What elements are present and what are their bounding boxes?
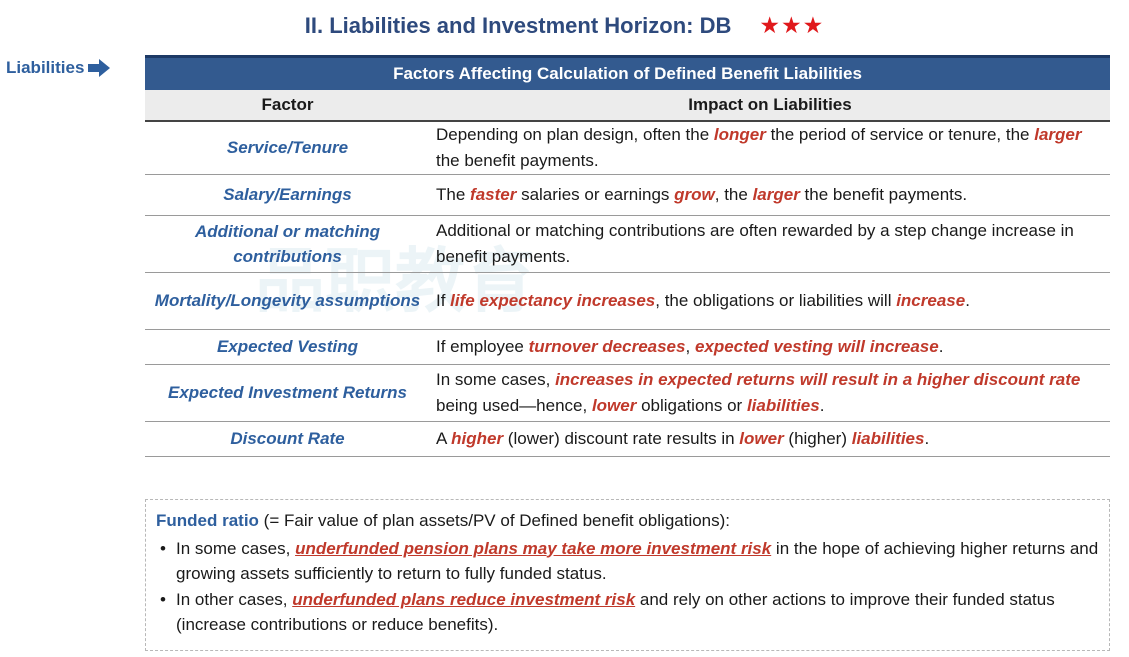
impact-highlight: liabilities [746,396,820,415]
table-row: Salary/Earnings The faster salaries or ea… [145,175,1110,216]
impact-text: (lower) discount rate results in [503,428,740,448]
impact-text-block: Additional or matching contributions are… [436,218,1104,271]
arrow-right-icon [88,59,111,77]
impact-text: obligations or [636,396,747,415]
impact-text: . [965,290,970,310]
impact-text: The [436,184,471,204]
note-bullet: In some cases, underfunded pension plans… [160,536,1099,587]
impact-highlight: turnover decreases [528,336,686,356]
impact-text: the benefit payments. [436,151,599,170]
impact-text-block: Depending on plan design, often the long… [436,122,1104,175]
impact-text: Additional or matching contributions are… [436,220,1074,266]
bullet-text: and rely on other actions to improve the… [176,589,1055,635]
impact-text-block: If life expectancy increases, the obliga… [436,288,970,314]
impact-text: , [685,336,695,356]
impact-highlight: larger [752,184,800,204]
impact-text: the benefit payments. [799,184,968,204]
impact-cell: A higher (lower) discount rate results i… [430,422,1110,456]
bullet-highlight: underfunded plans reduce investment risk [292,589,636,609]
impact-text: salaries or earnings [516,184,675,204]
impact-cell: If employee turnover decreases, expected… [430,330,1110,364]
impact-highlight: lower [739,428,784,448]
impact-highlight: liabilities [851,428,925,448]
bullet-text: in the hope of achieving higher returns … [176,538,1099,584]
funded-ratio-note: Funded ratio (= Fair value of plan asset… [145,499,1110,651]
impact-highlight: increases in expected returns will resul… [555,369,1081,389]
factor-cell: Expected Investment Returns [167,383,407,403]
impact-text: , the obligations or liabilities will [655,290,897,310]
note-bullet: In other cases, underfunded plans reduce… [160,587,1099,638]
impact-text: . [819,396,825,415]
impact-highlight: grow [674,184,715,204]
impact-cell: Depending on plan design, often the long… [430,122,1110,174]
impact-text: (higher) [783,428,852,448]
impact-text: the period of service or tenure, the [765,124,1035,144]
impact-text: . [924,428,930,448]
difficulty-stars: ★★★ [759,12,825,38]
impact-text-block: In some cases, increases in expected ret… [436,367,1104,420]
page-title: II. Liabilities and Investment Horizon: … [0,12,1129,39]
impact-cell: The faster salaries or earnings grow, th… [430,175,1110,215]
col-impact-header: Impact on Liabilities [688,95,852,114]
impact-text-block: A higher (lower) discount rate results i… [436,426,929,452]
table-row: Mortality/Longevity assumptions If life e… [145,273,1110,330]
factor-cell: Salary/Earnings [223,185,352,205]
impact-highlight: lower [591,396,637,415]
impact-text: In some cases, [436,369,556,389]
table-row: Expected Investment Returns In some cases… [145,365,1110,422]
table-row: Additional or matching contributions Addi… [145,216,1110,273]
impact-text: Depending on plan design, often the [436,124,714,144]
table-body: Service/Tenure Depending on plan design, … [145,122,1110,457]
impact-highlight: increase [896,290,966,310]
title-text: II. Liabilities and Investment Horizon: … [304,13,732,38]
impact-highlight: larger [1034,124,1082,144]
factors-table: Factors Affecting Calculation of Defined… [145,55,1110,457]
table-row: Expected Vesting If employee turnover dec… [145,330,1110,365]
factor-cell: Mortality/Longevity assumptions [154,291,421,311]
column-headers: Factor Impact on Liabilities [145,90,1110,122]
factor-cell: Discount Rate [230,429,345,449]
side-label: Liabilities [6,58,111,78]
impact-text: If [436,290,451,310]
impact-highlight: expected vesting will increase [694,336,939,356]
impact-cell: If life expectancy increases, the obliga… [430,273,1110,329]
impact-text: A [436,428,452,448]
note-bullets: In some cases, underfunded pension plans… [156,536,1099,638]
impact-highlight: higher [451,428,504,448]
table-row: Service/Tenure Depending on plan design, … [145,122,1110,175]
impact-cell: In some cases, increases in expected ret… [430,365,1110,421]
impact-cell: Additional or matching contributions are… [430,216,1110,272]
note-lead-rest: (= Fair value of plan assets/PV of Defin… [258,511,731,530]
bullet-highlight: underfunded pension plans may take more … [295,538,772,558]
impact-highlight: faster [470,184,517,204]
impact-text: . [938,336,944,356]
impact-text: If employee [436,336,529,356]
factor-cell: Service/Tenure [226,138,349,158]
table-header: Factors Affecting Calculation of Defined… [145,55,1110,90]
bullet-text: In some cases, [176,538,296,558]
factor-cell: Additional or matching contributions [194,221,381,267]
impact-highlight: longer [713,124,766,144]
table-row: Discount Rate A higher (lower) discount r… [145,422,1110,457]
note-lead-line: Funded ratio (= Fair value of plan asset… [156,508,1099,534]
impact-text: , the [714,184,753,204]
impact-text: being used—hence, [436,396,592,415]
impact-text-block: If employee turnover decreases, expected… [436,334,943,360]
factor-cell: Expected Vesting [216,337,359,357]
col-factor-header: Factor [261,95,314,114]
impact-highlight: life expectancy increases [450,290,656,310]
bullet-text: In other cases, [176,589,293,609]
impact-text-block: The faster salaries or earnings grow, th… [436,182,967,208]
note-lead: Funded ratio [156,511,259,530]
side-label-text: Liabilities [6,58,85,77]
